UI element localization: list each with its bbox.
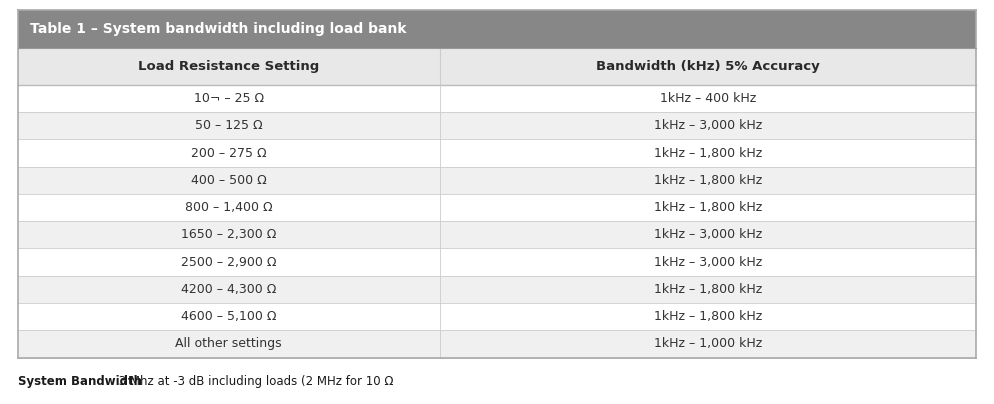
Text: 3 Mhz at -3 dB including loads (2 MHz for 10 Ω: 3 Mhz at -3 dB including loads (2 MHz fo… — [115, 375, 394, 388]
Bar — [18, 112, 976, 139]
Text: 400 – 500 Ω: 400 – 500 Ω — [191, 174, 266, 187]
Text: 10¬ – 25 Ω: 10¬ – 25 Ω — [194, 92, 263, 105]
Text: All other settings: All other settings — [175, 337, 282, 350]
Text: 800 – 1,400 Ω: 800 – 1,400 Ω — [185, 201, 272, 214]
Text: 1kHz – 1,000 kHz: 1kHz – 1,000 kHz — [654, 337, 762, 350]
Text: Table 1 – System bandwidth including load bank: Table 1 – System bandwidth including loa… — [30, 22, 407, 36]
Text: 1kHz – 1,800 kHz: 1kHz – 1,800 kHz — [654, 174, 762, 187]
Text: 1kHz – 3,000 kHz: 1kHz – 3,000 kHz — [654, 119, 762, 132]
Bar — [18, 139, 976, 166]
Bar — [18, 10, 976, 48]
Bar — [18, 248, 976, 276]
Text: 2500 – 2,900 Ω: 2500 – 2,900 Ω — [181, 256, 276, 269]
Text: 200 – 275 Ω: 200 – 275 Ω — [191, 147, 266, 160]
Bar — [18, 48, 976, 85]
Text: 1kHz – 3,000 kHz: 1kHz – 3,000 kHz — [654, 256, 762, 269]
Text: Load Resistance Setting: Load Resistance Setting — [138, 60, 319, 73]
Text: 1kHz – 1,800 kHz: 1kHz – 1,800 kHz — [654, 147, 762, 160]
Text: 4600 – 5,100 Ω: 4600 – 5,100 Ω — [181, 310, 276, 323]
Text: 1kHz – 400 kHz: 1kHz – 400 kHz — [660, 92, 755, 105]
Bar — [18, 221, 976, 248]
Text: 1kHz – 1,800 kHz: 1kHz – 1,800 kHz — [654, 310, 762, 323]
Text: 1kHz – 3,000 kHz: 1kHz – 3,000 kHz — [654, 228, 762, 241]
Text: 1650 – 2,300 Ω: 1650 – 2,300 Ω — [181, 228, 276, 241]
Text: System Bandwidth: System Bandwidth — [18, 375, 142, 388]
Bar — [18, 330, 976, 358]
Text: Bandwidth (kHz) 5% Accuracy: Bandwidth (kHz) 5% Accuracy — [596, 60, 820, 73]
Bar — [18, 276, 976, 303]
Text: 1kHz – 1,800 kHz: 1kHz – 1,800 kHz — [654, 283, 762, 296]
Bar — [18, 303, 976, 330]
Text: 1kHz – 1,800 kHz: 1kHz – 1,800 kHz — [654, 201, 762, 214]
Bar — [18, 166, 976, 194]
Text: 50 – 125 Ω: 50 – 125 Ω — [195, 119, 262, 132]
Bar — [18, 85, 976, 112]
Bar — [18, 194, 976, 221]
Text: 4200 – 4,300 Ω: 4200 – 4,300 Ω — [181, 283, 276, 296]
